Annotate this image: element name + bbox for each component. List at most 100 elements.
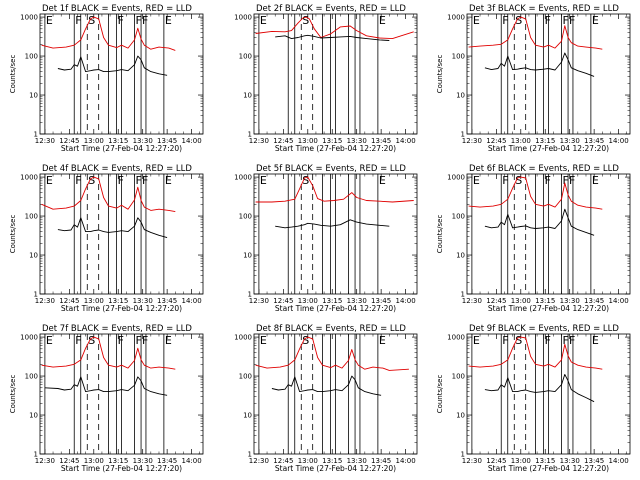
marker-label: E <box>379 14 386 27</box>
x-tick-label: 13:00 <box>298 457 318 465</box>
x-tick-label: 12:45 <box>273 137 293 145</box>
y-tick-label: 1000 <box>20 174 38 182</box>
x-tick-label: 13:15 <box>322 297 342 305</box>
marker-label: S <box>515 334 522 347</box>
marker-label: F <box>118 334 124 347</box>
x-axis-label: Start Time (27-Feb-04 12:27:20) <box>488 304 609 313</box>
panel-5: Det 5f BLACK = Events, RED = LLD 1 10 100 10… <box>234 164 418 313</box>
marker-label: E <box>592 174 599 187</box>
x-tick-label: 12:30 <box>249 137 269 145</box>
x-tick-label: 12:45 <box>273 457 293 465</box>
panel-title: Det 5f BLACK = Events, RED = LLD <box>256 164 406 174</box>
y-axis-label: Counts/sec <box>9 215 17 254</box>
x-tick-label: 12:30 <box>462 457 482 465</box>
x-tick-label: 13:45 <box>157 457 177 465</box>
marker-label: F <box>75 14 81 27</box>
x-tick-label: 13:15 <box>322 137 342 145</box>
y-tick-label: 1 <box>34 291 38 299</box>
y-tick-label: 1 <box>461 291 465 299</box>
y-axis-label: Counts/sec <box>436 55 444 94</box>
panel-title: Det 2f BLACK = Events, RED = LLD <box>256 4 406 14</box>
y-axis-label: Counts/sec <box>436 215 444 254</box>
y-tick-label: 100 <box>25 213 38 221</box>
marker-label: E <box>379 334 386 347</box>
marker-label: F <box>563 174 569 187</box>
y-tick-label: 100 <box>239 213 252 221</box>
y-tick-label: 1000 <box>234 174 252 182</box>
marker-label: F <box>545 14 551 27</box>
x-axis-label: Start Time (27-Feb-04 12:27:20) <box>61 144 182 153</box>
marker-label: F <box>569 334 575 347</box>
x-tick-label: 14:00 <box>608 137 628 145</box>
marker-label: F <box>545 334 551 347</box>
x-tick-label: 13:30 <box>560 137 580 145</box>
x-tick-label: 13:45 <box>584 137 604 145</box>
x-axis-label: Start Time (27-Feb-04 12:27:20) <box>275 144 396 153</box>
marker-label: F <box>136 174 142 187</box>
x-tick-label: 13:00 <box>84 457 104 465</box>
x-tick-label: 12:45 <box>59 297 79 305</box>
panel-2: Det 2f BLACK = Events, RED = LLD 1 10 100 10… <box>234 4 418 153</box>
y-axis-label: Counts/sec <box>9 375 17 414</box>
x-tick-label: 13:15 <box>108 297 128 305</box>
panel-7: Det 7f BLACK = Events, RED = LLD 1 10 100 10… <box>9 324 204 473</box>
marker-label: E <box>165 334 172 347</box>
x-tick-label: 12:30 <box>249 457 269 465</box>
marker-label: F <box>136 14 142 27</box>
y-tick-label: 1 <box>248 451 252 459</box>
marker-label: F <box>502 334 508 347</box>
panel-title: Det 9f BLACK = Events, RED = LLD <box>469 324 619 334</box>
y-tick-label: 1 <box>34 131 38 139</box>
x-tick-label: 14:00 <box>181 137 201 145</box>
x-tick-label: 13:15 <box>108 137 128 145</box>
x-tick-label: 13:30 <box>133 457 153 465</box>
x-tick-label: 13:00 <box>511 297 531 305</box>
x-tick-label: 13:45 <box>584 457 604 465</box>
marker-label: E <box>473 334 480 347</box>
x-tick-label: 13:00 <box>298 137 318 145</box>
marker-label: E <box>165 14 172 27</box>
x-tick-label: 12:45 <box>59 457 79 465</box>
events-series-line <box>484 373 595 403</box>
panel-title: Det 4f BLACK = Events, RED = LLD <box>42 164 192 174</box>
x-tick-label: 13:30 <box>347 297 367 305</box>
x-tick-label: 13:45 <box>584 297 604 305</box>
x-tick-label: 13:30 <box>347 457 367 465</box>
marker-label: S <box>88 334 95 347</box>
y-tick-label: 10 <box>243 252 252 260</box>
x-axis-label: Start Time (27-Feb-04 12:27:20) <box>488 464 609 473</box>
marker-label: S <box>88 14 95 27</box>
y-tick-label: 1 <box>461 451 465 459</box>
x-tick-label: 14:00 <box>395 137 415 145</box>
x-tick-label: 13:30 <box>560 297 580 305</box>
x-tick-label: 12:45 <box>273 297 293 305</box>
x-tick-label: 12:45 <box>59 137 79 145</box>
marker-label: F <box>569 174 575 187</box>
lld-series-line <box>255 16 414 40</box>
x-axis-label: Start Time (27-Feb-04 12:27:20) <box>488 144 609 153</box>
x-tick-label: 14:00 <box>608 457 628 465</box>
lld-series-line <box>255 336 409 371</box>
y-tick-label: 1000 <box>234 334 252 342</box>
x-tick-label: 13:30 <box>347 137 367 145</box>
x-tick-label: 12:30 <box>249 297 269 305</box>
marker-label: S <box>302 14 309 27</box>
marker-label: E <box>46 334 53 347</box>
y-tick-label: 10 <box>29 92 38 100</box>
panel-1: Det 1f BLACK = Events, RED = LLD 1 10 100 10… <box>9 4 204 153</box>
panel-3: Det 3f BLACK = Events, RED = LLD 1 10 100 10… <box>436 4 631 153</box>
x-tick-label: 13:00 <box>84 297 104 305</box>
events-series-line <box>57 217 168 239</box>
y-tick-label: 1000 <box>447 334 465 342</box>
events-series-line <box>44 376 168 396</box>
panel-8: Det 8f BLACK = Events, RED = LLD 1 10 100 10… <box>234 324 418 473</box>
y-tick-label: 10 <box>29 412 38 420</box>
lld-series-line <box>41 336 176 370</box>
panel-title: Det 8f BLACK = Events, RED = LLD <box>256 324 406 334</box>
x-tick-label: 14:00 <box>395 297 415 305</box>
x-tick-label: 14:00 <box>395 457 415 465</box>
y-tick-label: 1 <box>34 451 38 459</box>
marker-label: E <box>46 14 53 27</box>
x-tick-label: 13:00 <box>511 457 531 465</box>
